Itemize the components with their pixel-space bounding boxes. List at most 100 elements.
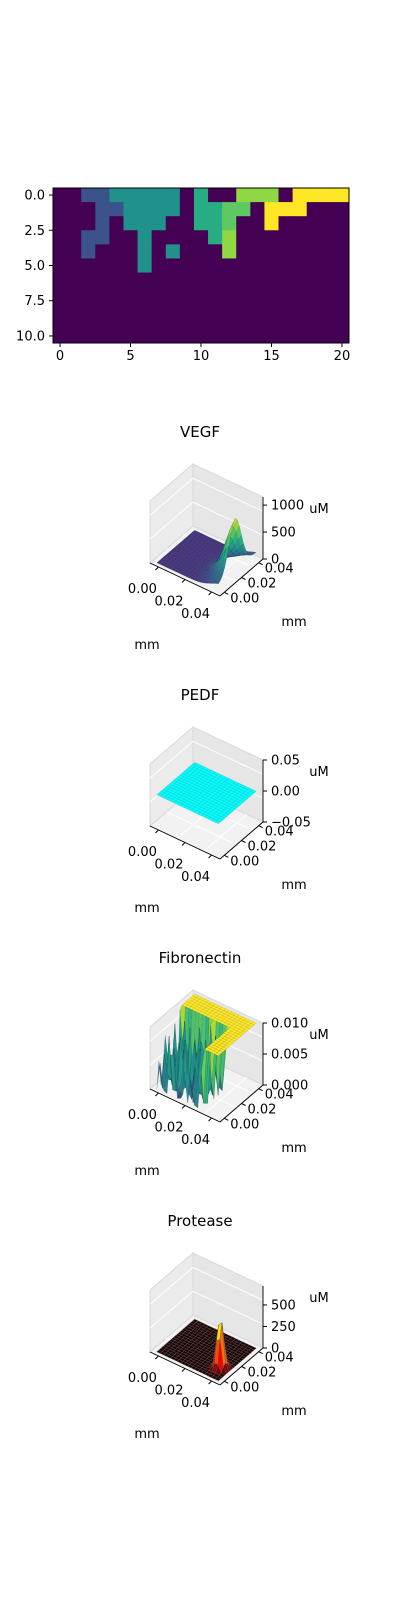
heatmap-cell (334, 272, 350, 288)
heatmap-cell (264, 258, 279, 273)
heatmap-cell (222, 244, 237, 259)
z-tick-label: 0.00 (271, 785, 300, 800)
z-axis-label: uM (309, 1028, 328, 1043)
x-tick-label: 0.00 (128, 582, 157, 597)
heatmap-cell (137, 188, 153, 203)
heatmap-cell (67, 258, 82, 273)
heatmap-cell (236, 300, 251, 316)
grid-line (192, 740, 264, 775)
surface-face (239, 1030, 247, 1035)
heatmap-cell (109, 230, 124, 245)
x-tick (155, 566, 159, 571)
x-axis-label: mm (134, 1427, 159, 1442)
y-tick-label: 0.04 (265, 1351, 294, 1366)
y-tick-label: 7.5 (24, 294, 45, 309)
heatmap-cell (334, 300, 350, 316)
z-tick-label: 0.005 (271, 1048, 308, 1063)
heatmap-cell (109, 328, 124, 344)
heatmap-cell (264, 230, 279, 245)
heatmap-cell (179, 202, 195, 217)
x-tick-label: 0.02 (155, 595, 184, 610)
surface-face (250, 1021, 257, 1026)
heatmap-cell (165, 202, 181, 217)
heatmap-cell (165, 300, 181, 316)
z-tick-label: 1000 (271, 499, 304, 514)
y-tick (241, 840, 246, 843)
y-tick (258, 562, 263, 566)
heatmap-cell (95, 300, 110, 316)
y-tick (224, 1117, 229, 1121)
heatmap-cell (179, 216, 195, 231)
heatmap-cell (109, 258, 124, 273)
heatmap-cell (208, 244, 223, 259)
heatmap-cell (123, 188, 138, 203)
heatmap-cell (236, 258, 251, 273)
heatmap-cell (193, 258, 209, 273)
heatmap-cell (278, 286, 294, 302)
heatmap-cell (137, 300, 153, 316)
y-axis-label: mm (281, 1404, 306, 1419)
heatmap-cell (123, 230, 138, 245)
heatmap-cell (137, 272, 153, 288)
heatmap-cell (53, 314, 68, 330)
x-tick (208, 1117, 212, 1122)
x-tick-label: 0.00 (128, 1108, 157, 1123)
heatmap-cell (123, 258, 138, 273)
heatmap-cell (165, 328, 181, 344)
heatmap-cell (95, 328, 110, 344)
heatmap-cell (151, 188, 167, 203)
x-tick (208, 1380, 212, 1385)
surface-face (218, 1048, 226, 1053)
surface-face (214, 1377, 221, 1382)
heatmap-cell (208, 202, 223, 217)
heatmap-cell (250, 188, 265, 203)
heatmap-cell (250, 300, 265, 316)
heatmap-cell (306, 188, 322, 203)
heatmap-cell (109, 188, 124, 203)
heatmap-cell (123, 272, 138, 288)
grid-line (192, 477, 264, 512)
heatmap-cell (236, 244, 251, 259)
heatmap-cell (193, 216, 209, 231)
heatmap-cell (95, 230, 110, 245)
heatmap-cell (250, 314, 265, 330)
heatmap-cell (250, 244, 265, 259)
heatmap-cell (67, 272, 82, 288)
heatmap-cell (264, 216, 279, 231)
y-tick (258, 1351, 263, 1355)
heatmap-cell (334, 188, 350, 203)
grid-line (192, 1290, 264, 1325)
heatmap-cell (264, 300, 279, 316)
heatmap-cell (179, 328, 195, 344)
heatmap-cell (236, 286, 251, 302)
chart-title: VEGF (180, 423, 220, 441)
x-axis-label: mm (134, 901, 159, 916)
heatmap-cell (53, 258, 68, 273)
heatmap-cell (292, 286, 308, 302)
heatmap-cell (193, 230, 209, 245)
heatmap-cell (264, 286, 279, 302)
heatmap-cell (222, 314, 237, 330)
heatmap-cell (123, 202, 138, 217)
heatmap-cell (67, 286, 82, 302)
heatmap-cell (137, 286, 153, 302)
heatmap-cell (208, 272, 223, 288)
heatmap-cell (165, 216, 181, 231)
heatmap-cell (334, 314, 350, 330)
x-tick (181, 579, 186, 583)
heatmap-cell (320, 230, 336, 245)
z-tick-label: 0.05 (271, 754, 300, 769)
heatmap-cell (67, 202, 82, 217)
z-tick-label: 0 (271, 1342, 279, 1357)
heatmap-cell (109, 300, 124, 316)
grid-line (192, 1266, 264, 1301)
y-tick (258, 825, 263, 829)
heatmap-cell (278, 188, 294, 203)
x-tick (155, 1092, 159, 1097)
heatmap-cell (236, 314, 251, 330)
chart-title: Fibronectin (159, 949, 242, 967)
heatmap-cell (137, 230, 153, 245)
surface-mesh (156, 1318, 257, 1382)
heatmap-cell (278, 258, 294, 273)
